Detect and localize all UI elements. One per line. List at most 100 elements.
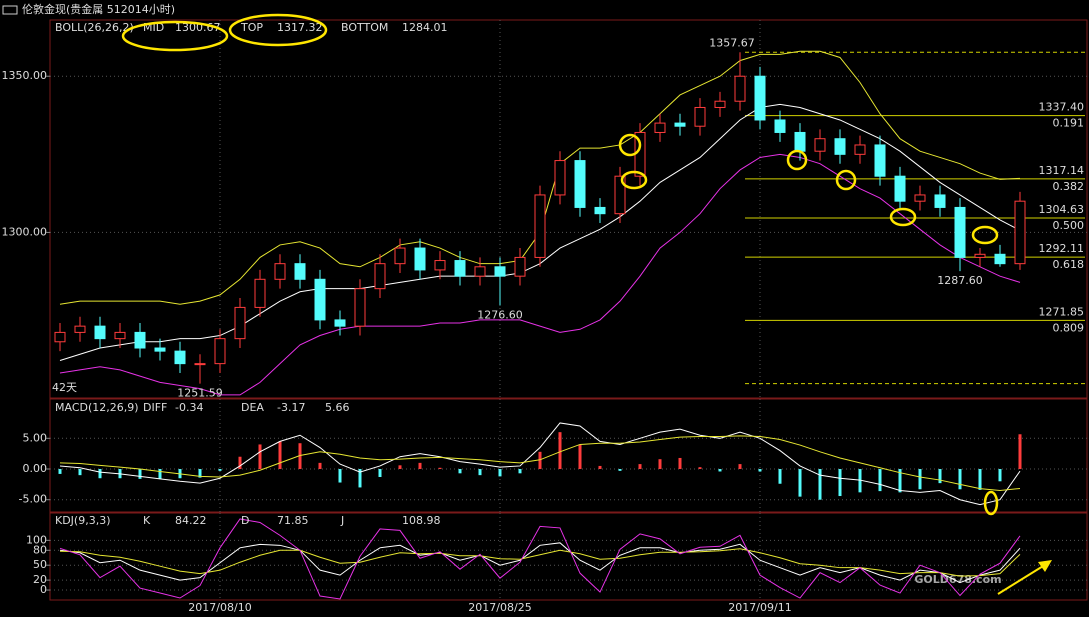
- x-tick-label: 2017/08/10: [188, 601, 251, 614]
- fib-ratio: 0.809: [1053, 321, 1085, 334]
- x-tick-label: 2017/08/25: [468, 601, 531, 614]
- candle-body: [854, 144, 866, 155]
- y-tick-label: 0: [40, 583, 47, 596]
- legend-value: 108.98: [402, 514, 441, 527]
- legend-value: 71.85: [277, 514, 309, 527]
- legend-value: 84.22: [175, 514, 207, 527]
- legend-name: J: [340, 514, 344, 527]
- candle-body: [334, 319, 346, 327]
- y-tick-label: 5.00: [23, 431, 48, 444]
- main-frame: [49, 19, 1088, 399]
- y-tick-label: -5.00: [19, 493, 47, 506]
- watermark: GOLD678.com: [914, 573, 1001, 586]
- candle-body: [754, 75, 766, 121]
- series-line: [59, 542, 1021, 584]
- candle-body: [134, 331, 146, 349]
- candle-body: [494, 266, 506, 277]
- candle-body: [934, 194, 946, 208]
- window-icon: [2, 5, 18, 15]
- candle-body: [234, 306, 246, 340]
- extreme-label: 1357.67: [709, 36, 755, 49]
- candle-body: [1014, 200, 1026, 265]
- highlight-ellipse: [835, 169, 857, 191]
- candle-body: [214, 338, 226, 365]
- kdj-frame: [49, 512, 1088, 601]
- fib-price: 1317.14: [1039, 164, 1085, 177]
- candle-body: [874, 144, 886, 177]
- fib-ratio: 0.618: [1053, 258, 1085, 271]
- y-tick-label: 80: [33, 543, 47, 556]
- highlight-ellipse: [121, 20, 229, 52]
- extreme-label: 1287.60: [937, 274, 983, 287]
- candle-body: [994, 253, 1006, 265]
- candle-body: [954, 206, 966, 258]
- fib-price: 1304.63: [1039, 203, 1085, 216]
- candle-body: [394, 247, 406, 265]
- candle-body: [654, 122, 666, 133]
- y-tick-label: 20: [33, 573, 47, 586]
- candle-body: [694, 106, 706, 127]
- candle-body: [114, 331, 126, 340]
- highlight-ellipse: [983, 490, 999, 516]
- highlight-ellipse: [618, 133, 642, 157]
- candle-body: [894, 175, 906, 202]
- fib-price: 1292.11: [1039, 242, 1085, 255]
- candle-body: [774, 119, 786, 133]
- period-note: 42天: [52, 381, 77, 394]
- candle-body: [154, 347, 166, 352]
- legend-name: D: [241, 514, 249, 527]
- candle-body: [174, 350, 186, 365]
- trend-arrow: [997, 562, 1049, 595]
- series-line: [59, 435, 1021, 492]
- indicator-title: KDJ(9,3,3): [55, 514, 111, 527]
- candle-body: [94, 325, 106, 340]
- arrow-head: [1038, 560, 1052, 572]
- candle-body: [474, 266, 486, 277]
- candle-body: [574, 160, 586, 208]
- y-tick-label: 100: [26, 533, 47, 546]
- legend-value: -0.34: [175, 401, 203, 414]
- candle-body: [74, 325, 86, 333]
- candle-body: [374, 263, 386, 290]
- legend-name: BOTTOM: [341, 21, 388, 34]
- y-tick-label: 0.00: [23, 462, 48, 475]
- macd-value: 5.66: [325, 401, 350, 414]
- candle-body: [594, 206, 606, 215]
- candle-body: [554, 160, 566, 196]
- highlight-ellipse: [620, 170, 648, 190]
- y-tick-label: 1350.00: [2, 69, 48, 82]
- extreme-label: 1276.60: [477, 309, 523, 322]
- candle-body: [294, 263, 306, 280]
- x-tick-label: 2017/09/11: [728, 601, 791, 614]
- candle-body: [534, 194, 546, 258]
- candle-body: [454, 260, 466, 277]
- chart-title: 伦敦金现(贵金属 512014小时): [22, 2, 175, 16]
- candle-body: [814, 138, 826, 152]
- panel-frames: [49, 19, 1088, 601]
- legend-value: 1284.01: [402, 21, 448, 34]
- candle-body: [314, 278, 326, 321]
- legend-name: DEA: [241, 401, 264, 414]
- series-line: [59, 153, 1021, 396]
- highlight-ellipse: [228, 13, 328, 47]
- highlights: [121, 13, 1052, 595]
- candle-body: [514, 256, 526, 277]
- candle-body: [54, 331, 66, 343]
- fib-ratio: 0.500: [1053, 219, 1085, 232]
- candle-body: [254, 278, 266, 308]
- series-line: [59, 422, 1021, 506]
- indicator-title: BOLL(26,26,2): [55, 21, 134, 34]
- fib-ratio: 0.382: [1053, 180, 1085, 193]
- y-tick-label: 1300.00: [2, 225, 48, 238]
- candle-body: [274, 263, 286, 280]
- candle-body: [614, 175, 626, 215]
- candle-body: [414, 247, 426, 271]
- macd-frame: [49, 398, 1088, 513]
- candle-body: [974, 253, 986, 258]
- candle-body: [734, 75, 746, 102]
- fib-price: 1337.40: [1039, 101, 1085, 114]
- legend-name: TOP: [240, 21, 263, 34]
- legend-value: -3.17: [277, 401, 305, 414]
- candle-body: [354, 288, 366, 327]
